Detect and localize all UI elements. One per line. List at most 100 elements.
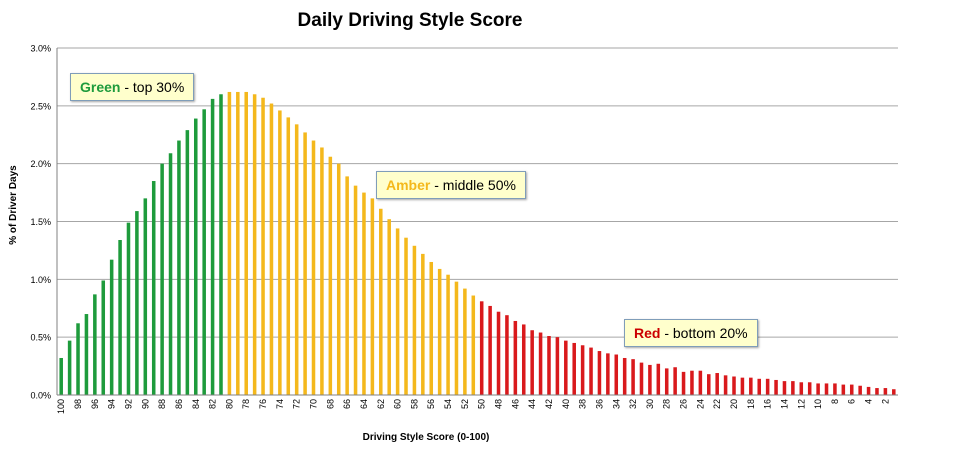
bar-score-24 bbox=[698, 370, 703, 395]
bar-score-98 bbox=[76, 323, 80, 395]
x-tick-label: 78 bbox=[241, 399, 251, 409]
bar-score-58 bbox=[412, 245, 417, 395]
x-tick-label: 42 bbox=[544, 399, 554, 409]
x-tick-label: 6 bbox=[847, 399, 857, 404]
bar-score-74 bbox=[278, 110, 282, 396]
y-tick-label: 1.5% bbox=[30, 217, 51, 227]
tick-labels: 0.0% 0.5% 1.0% 1.5% 2.0% 2.5% 3.0% 100 98 96 94 92 9… bbox=[30, 44, 890, 415]
x-tick-label: 18 bbox=[746, 399, 756, 409]
bar-score-61 bbox=[387, 219, 391, 395]
amber-annotation: Amber - middle 50% bbox=[376, 171, 526, 199]
amber-annotation-keyword: Amber bbox=[386, 177, 431, 193]
x-tick-label: 92 bbox=[123, 399, 133, 409]
x-tick-label: 28 bbox=[662, 399, 672, 409]
red-annotation-text: - bottom 20% bbox=[660, 325, 748, 341]
bar-score-77 bbox=[252, 94, 257, 396]
bar-score-83 bbox=[202, 109, 206, 395]
x-tick-label: 58 bbox=[409, 399, 419, 409]
x-tick-label: 80 bbox=[224, 399, 234, 409]
red-annotation: Red - bottom 20% bbox=[624, 319, 758, 347]
y-tick-label: 2.5% bbox=[30, 101, 51, 111]
bar-score-4 bbox=[866, 386, 871, 395]
bar-score-38 bbox=[580, 345, 585, 395]
bar-score-35 bbox=[606, 353, 610, 395]
bar-score-92 bbox=[126, 222, 131, 395]
x-tick-label: 60 bbox=[393, 399, 403, 409]
bar-score-68 bbox=[328, 156, 333, 395]
axes bbox=[56, 48, 898, 396]
green-annotation: Green - top 30% bbox=[70, 73, 195, 101]
bar-score-85 bbox=[185, 130, 190, 395]
bar-score-56 bbox=[429, 261, 434, 395]
x-tick-label: 90 bbox=[140, 399, 150, 409]
x-tick-label: 68 bbox=[325, 399, 335, 409]
x-tick-label: 62 bbox=[376, 399, 386, 409]
bar-score-66 bbox=[345, 176, 349, 395]
y-tick-label: 0.0% bbox=[30, 391, 51, 401]
x-tick-label: 12 bbox=[796, 399, 806, 409]
bar-score-14 bbox=[782, 381, 787, 395]
bar-score-31 bbox=[639, 362, 644, 395]
bar-score-86 bbox=[177, 140, 181, 395]
bar-score-7 bbox=[841, 384, 846, 395]
x-tick-label: 10 bbox=[813, 399, 823, 409]
bar-score-90 bbox=[143, 198, 148, 395]
x-tick-label: 2 bbox=[880, 399, 890, 404]
x-tick-label: 74 bbox=[275, 399, 285, 409]
x-tick-label: 72 bbox=[292, 399, 302, 409]
bar-score-57 bbox=[421, 253, 425, 395]
x-axis-label: Driving Style Score (0-100) bbox=[363, 432, 490, 443]
bar-score-80 bbox=[227, 91, 232, 395]
bar-score-3 bbox=[875, 388, 879, 395]
bar-score-36 bbox=[597, 351, 602, 395]
x-tick-label: 50 bbox=[477, 399, 487, 409]
bar-score-29 bbox=[656, 363, 661, 395]
x-tick-label: 54 bbox=[443, 399, 453, 409]
x-tick-label: 38 bbox=[578, 399, 588, 409]
bar-score-88 bbox=[160, 163, 164, 395]
bar-score-87 bbox=[168, 153, 173, 395]
bar-score-34 bbox=[614, 354, 619, 395]
x-tick-label: 32 bbox=[628, 399, 638, 409]
bar-score-20 bbox=[732, 376, 736, 395]
bar-score-93 bbox=[118, 240, 122, 395]
bar-score-72 bbox=[294, 124, 299, 395]
bar-score-73 bbox=[286, 117, 291, 396]
bar-score-55 bbox=[437, 268, 442, 395]
bar-score-42 bbox=[547, 336, 551, 395]
x-tick-label: 30 bbox=[645, 399, 655, 409]
x-tick-label: 20 bbox=[729, 399, 739, 409]
y-tick-label: 0.5% bbox=[30, 333, 51, 343]
x-tick-label: 48 bbox=[494, 399, 504, 409]
bar-score-30 bbox=[648, 364, 652, 395]
red-annotation-keyword: Red bbox=[634, 325, 661, 341]
bar-score-41 bbox=[555, 337, 560, 395]
bar-score-82 bbox=[210, 98, 215, 395]
y-tick-label: 2.0% bbox=[30, 159, 51, 169]
x-tick-label: 40 bbox=[561, 399, 571, 409]
x-tick-label: 66 bbox=[342, 399, 352, 409]
x-tick-label: 36 bbox=[594, 399, 604, 409]
x-tick-label: 52 bbox=[460, 399, 470, 409]
bar-score-60 bbox=[395, 228, 400, 395]
bar-score-69 bbox=[320, 147, 324, 395]
bar-score-5 bbox=[858, 385, 862, 395]
x-tick-label: 16 bbox=[763, 399, 773, 409]
x-tick-label: 86 bbox=[174, 399, 184, 409]
x-tick-label: 88 bbox=[157, 399, 167, 409]
y-tick-label: 3.0% bbox=[30, 44, 51, 54]
chart-title: Daily Driving Style Score bbox=[297, 10, 523, 31]
bar-score-33 bbox=[622, 357, 627, 395]
x-tick-label: 4 bbox=[864, 399, 874, 404]
bar-score-12 bbox=[799, 382, 804, 395]
bar-score-6 bbox=[849, 384, 854, 395]
bar-score-16 bbox=[765, 378, 770, 395]
bar-score-9 bbox=[824, 383, 829, 395]
x-tick-label: 14 bbox=[779, 399, 789, 409]
green-annotation-keyword: Green bbox=[80, 79, 121, 95]
bar-score-28 bbox=[664, 368, 669, 395]
green-annotation-text: - top 30% bbox=[120, 79, 185, 95]
bar-score-43 bbox=[538, 332, 543, 395]
bar-score-25 bbox=[690, 370, 694, 395]
